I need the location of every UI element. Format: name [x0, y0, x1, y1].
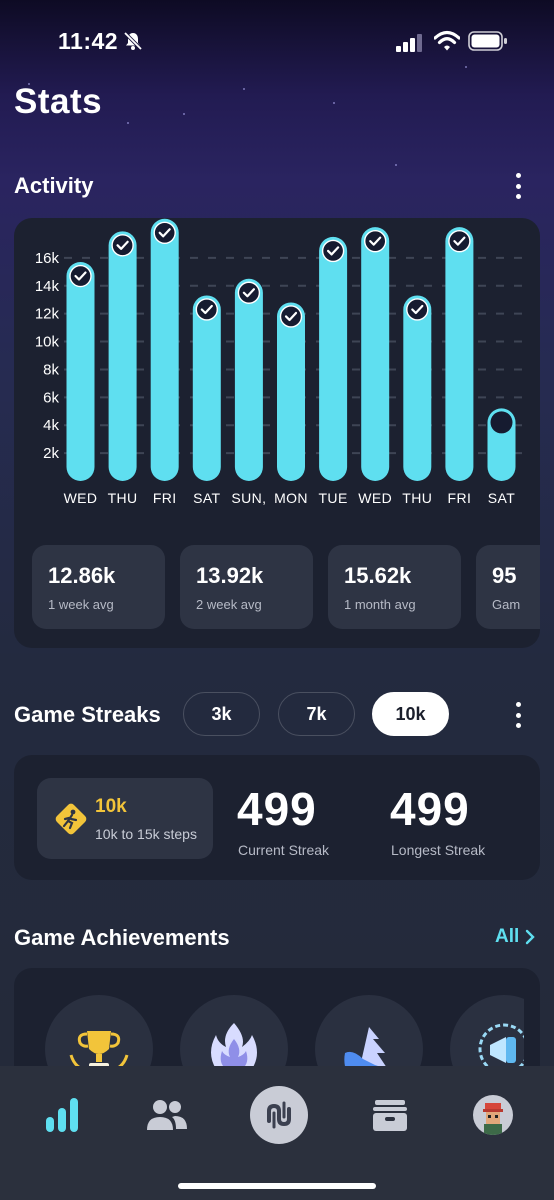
checkmark — [158, 228, 171, 238]
stats-icon[interactable] — [45, 1097, 79, 1133]
avatar[interactable] — [473, 1095, 513, 1135]
streaks-more-icon[interactable] — [513, 702, 523, 728]
goal-check-icon — [237, 281, 261, 304]
bar — [445, 227, 474, 481]
x-tick-label: TUE — [318, 490, 347, 506]
x-tick-label: FRI — [448, 490, 472, 506]
current-streak-label: Current Streak — [238, 842, 330, 858]
goal-check-icon — [195, 298, 219, 321]
bar — [319, 236, 348, 481]
checkmark — [74, 271, 87, 281]
avatar-pixel-icon — [483, 1103, 503, 1135]
checkmark — [369, 236, 382, 246]
streak-badge-subtitle: 10k to 15k steps — [95, 826, 197, 842]
filter-10k-pill[interactable]: 10k — [372, 692, 449, 736]
bar — [108, 231, 137, 481]
bar — [66, 262, 95, 481]
goal-check-icon — [279, 305, 303, 328]
bell-muted-icon — [123, 31, 143, 51]
x-tick-label: SUN, — [231, 490, 266, 506]
checkmark — [116, 240, 129, 250]
y-tick-label: 16k — [35, 250, 60, 267]
running-shoe-icon — [55, 803, 87, 835]
x-tick-label: THU — [402, 490, 432, 506]
wifi-icon — [434, 30, 460, 51]
y-tick-label: 2k — [43, 445, 59, 462]
y-tick-label: 8k — [43, 361, 59, 378]
streak-badge-title: 10k — [95, 796, 127, 817]
bar — [150, 218, 179, 482]
home-indicator — [178, 1183, 376, 1189]
y-tick-label: 4k — [43, 417, 59, 434]
x-tick-label: WED — [64, 490, 98, 506]
friends-icon[interactable] — [146, 1098, 188, 1132]
checkmark — [411, 304, 424, 315]
goal-check-icon — [69, 264, 92, 288]
checkmark — [453, 236, 466, 246]
longest-streak-value: 499 — [390, 783, 470, 835]
filter-7k-pill[interactable]: 7k — [278, 692, 355, 736]
goal-check-icon — [448, 229, 471, 253]
chevron-right-icon — [526, 929, 535, 945]
achievements-title: Game Achievements — [14, 925, 230, 950]
game-streaks-title: Game Streaks — [14, 702, 161, 727]
x-tick-label: SAT — [488, 490, 515, 506]
streak-badge[interactable]: 10k 10k to 15k steps — [37, 778, 213, 859]
achievements-all-link[interactable]: All — [495, 926, 535, 948]
x-tick-label: SAT — [193, 490, 220, 506]
checkmark — [200, 304, 213, 315]
checkmark — [327, 246, 340, 256]
goal-pending-dot — [490, 411, 513, 434]
activity-title: Activity — [14, 173, 94, 198]
current-streak-value: 499 — [237, 783, 317, 835]
filter-3k-pill[interactable]: 3k — [183, 692, 260, 736]
y-tick-label: 12k — [35, 306, 60, 323]
game-logo-icon — [267, 1101, 291, 1129]
game-button[interactable] — [250, 1086, 308, 1144]
cell-signal-icon — [396, 34, 422, 52]
bar — [403, 295, 432, 481]
y-tick-label: 6k — [43, 389, 59, 406]
wallet-icon[interactable] — [372, 1098, 408, 1132]
status-time: 11:42 — [58, 28, 119, 54]
longest-streak-label: Longest Streak — [391, 842, 486, 858]
checkmark — [284, 311, 298, 322]
goal-check-icon — [364, 229, 387, 253]
goal-check-icon — [406, 298, 429, 321]
x-tick-label: WED — [358, 490, 392, 506]
bar — [361, 227, 390, 481]
goal-check-icon — [321, 239, 345, 263]
checkmark — [242, 288, 255, 298]
bar — [277, 302, 305, 481]
page-title: Stats — [14, 82, 103, 121]
y-tick-label: 10k — [35, 334, 60, 351]
x-tick-label: FRI — [153, 490, 177, 506]
bar — [234, 278, 263, 481]
bar — [192, 295, 221, 481]
battery-icon — [468, 31, 507, 51]
all-label: All — [495, 926, 520, 947]
goal-check-icon — [111, 234, 134, 257]
x-tick-label: MON — [274, 490, 308, 506]
activity-more-icon[interactable] — [513, 173, 523, 199]
x-tick-label: THU — [108, 490, 138, 506]
y-tick-label: 14k — [35, 278, 60, 295]
goal-check-icon — [153, 221, 176, 244]
